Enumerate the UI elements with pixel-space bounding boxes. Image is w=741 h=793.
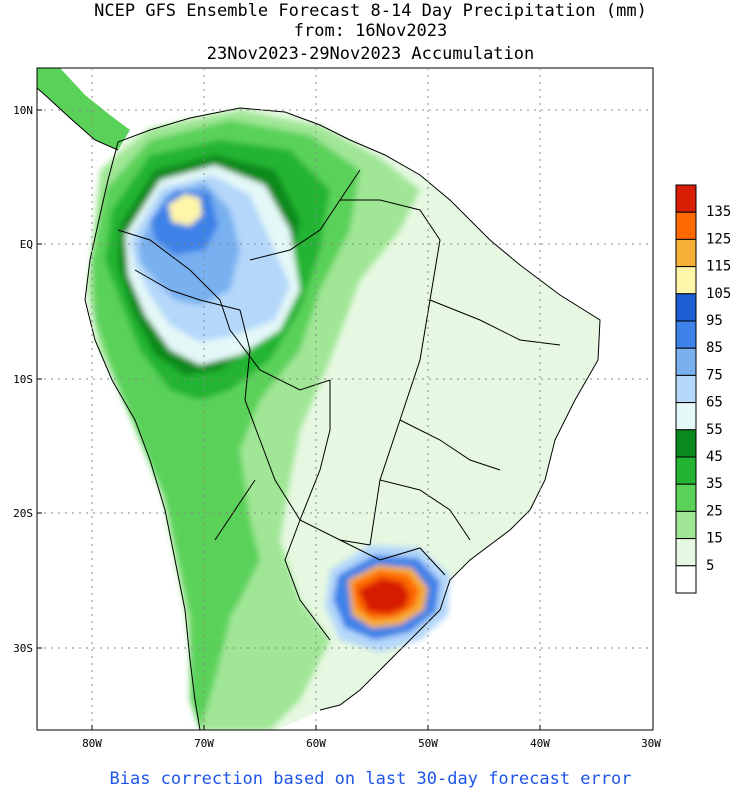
- legend-label: 25: [706, 503, 723, 519]
- forecast-issue-date: from: 16Nov2023: [293, 21, 448, 41]
- bias-correction-note: Bias correction based on last 30-day for…: [109, 769, 632, 789]
- lat-label: 20S: [13, 507, 33, 520]
- rain-105-115mm: [168, 194, 202, 226]
- lon-label: 80W: [82, 737, 102, 750]
- legend-label: 95: [706, 313, 723, 329]
- legend-label: 75: [706, 367, 723, 383]
- legend-swatch: [675, 266, 697, 295]
- legend-swatch: [675, 347, 697, 376]
- rain-south-135mm: [358, 578, 410, 614]
- lat-label: 10N: [13, 104, 33, 117]
- legend-swatch: [675, 238, 697, 268]
- legend-swatch: [675, 293, 697, 322]
- graticule: [37, 68, 653, 730]
- legend-label: 65: [706, 395, 723, 411]
- legend-label: 45: [706, 449, 723, 465]
- color-legend: 135 125 115 105 95 85 75 65 55 45 35 25 15 5: [675, 184, 731, 594]
- precipitation-map: 10N EQ 10S 20S 30S 80W 70W 60W 50W 40W 3…: [13, 67, 731, 750]
- lon-label: 30W: [641, 737, 661, 750]
- lon-label: 70W: [194, 737, 214, 750]
- legend-swatch: [675, 565, 697, 594]
- legend-swatch: [675, 184, 697, 213]
- legend-label: 85: [706, 340, 723, 356]
- longitude-labels: 80W 70W 60W 50W 40W 30W: [82, 737, 661, 750]
- lat-label: 10S: [13, 373, 33, 386]
- legend-swatch: [675, 456, 697, 485]
- map-title: NCEP GFS Ensemble Forecast 8-14 Day Prec…: [94, 1, 647, 21]
- legend-swatch: [675, 402, 697, 431]
- lon-label: 40W: [530, 737, 550, 750]
- precipitation-field: [37, 68, 600, 730]
- lon-label: 50W: [418, 737, 438, 750]
- lat-label: EQ: [20, 238, 33, 251]
- legend-label: 105: [706, 286, 731, 302]
- central-america-land: [37, 68, 130, 150]
- legend-swatch: [675, 483, 697, 512]
- lat-label: 30S: [13, 642, 33, 655]
- legend-label: 35: [706, 476, 723, 492]
- legend-label: 135: [706, 204, 731, 220]
- legend-swatch: [675, 429, 697, 458]
- axis-ticks: [37, 109, 654, 730]
- legend-swatch: [675, 538, 697, 567]
- rain-chile-coast: [190, 540, 235, 730]
- legend-swatch: [675, 320, 697, 349]
- legend-label: 55: [706, 422, 723, 438]
- map-frame: [36, 67, 654, 731]
- legend-label: 125: [706, 231, 731, 247]
- legend-label: 115: [706, 259, 731, 275]
- latitude-labels: 10N EQ 10S 20S 30S: [13, 104, 33, 655]
- legend-label: 5: [706, 558, 714, 574]
- lon-label: 60W: [306, 737, 326, 750]
- political-boundaries: [37, 87, 601, 730]
- accumulation-period: 23Nov2023-29Nov2023 Accumulation: [206, 44, 535, 64]
- legend-swatch: [675, 510, 697, 540]
- legend-swatch: [675, 211, 697, 240]
- legend-label: 15: [706, 531, 723, 547]
- legend-swatch: [675, 374, 697, 404]
